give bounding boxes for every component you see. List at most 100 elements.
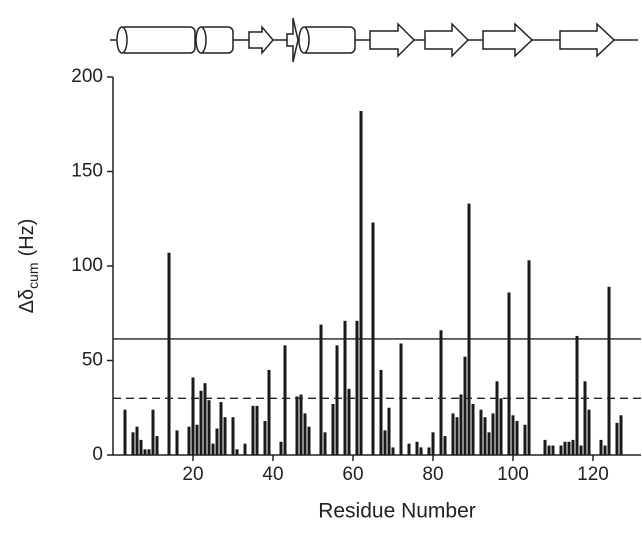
bar [419, 447, 423, 455]
bar [451, 413, 455, 455]
bar [459, 394, 463, 455]
y-label-sub: cum [25, 262, 41, 288]
bar [187, 426, 191, 455]
bar [515, 420, 519, 455]
bar [575, 335, 579, 455]
bar [335, 345, 339, 455]
x-axis-label: Residue Number [318, 500, 476, 523]
bar [599, 439, 603, 455]
bar [147, 449, 151, 455]
bar [295, 396, 299, 455]
y-label-unit: (Hz) [16, 219, 38, 257]
bar [203, 383, 207, 455]
bar [195, 424, 199, 455]
bar [215, 428, 219, 455]
bar [307, 426, 311, 455]
bar [359, 111, 363, 456]
x-tick-label: 20 [182, 464, 203, 485]
bar [143, 449, 147, 455]
bar [619, 415, 623, 455]
bar [507, 292, 511, 455]
bar [211, 443, 215, 455]
bar [123, 409, 127, 455]
bar [379, 369, 383, 455]
bar [175, 430, 179, 455]
bar [155, 436, 159, 455]
bar [491, 413, 495, 455]
bar [331, 403, 335, 455]
bar [207, 400, 211, 455]
y-tick-label: 100 [71, 255, 103, 276]
bar [587, 409, 591, 455]
bar [383, 430, 387, 455]
bar [563, 441, 567, 455]
y-tick-label: 0 [92, 444, 103, 465]
bar [255, 405, 259, 455]
bar [343, 320, 347, 455]
bar [323, 432, 327, 455]
bar [387, 407, 391, 455]
x-tick-label: 100 [497, 464, 529, 485]
bar [415, 441, 419, 455]
bar [511, 415, 515, 455]
bar [251, 405, 255, 455]
y-tick-label: 50 [82, 350, 103, 371]
bar [427, 447, 431, 455]
y-tick-label: 150 [71, 161, 103, 182]
bar [223, 417, 227, 455]
bar [483, 417, 487, 455]
bar [607, 286, 611, 455]
bar [131, 432, 135, 455]
bar [455, 417, 459, 455]
bar [467, 203, 471, 455]
bar [199, 390, 203, 455]
bar [543, 439, 547, 455]
bar [407, 443, 411, 455]
bar [579, 445, 583, 455]
y-axis-label: Δδcum (Hz) [16, 219, 40, 314]
bar [319, 324, 323, 455]
bar [527, 260, 531, 455]
bar [235, 449, 239, 455]
bar [243, 443, 247, 455]
bar [523, 424, 527, 455]
bar [551, 445, 555, 455]
x-tick-label: 40 [262, 464, 283, 485]
bar [355, 320, 359, 455]
bar [499, 398, 503, 455]
bar [431, 432, 435, 455]
bar [615, 422, 619, 455]
bar [443, 436, 447, 455]
bar [567, 441, 571, 455]
bar [471, 403, 475, 455]
y-label-main: Δδ [16, 289, 38, 314]
bar [391, 447, 395, 455]
bar [263, 420, 267, 455]
bar [547, 445, 551, 455]
secondary-structure [110, 17, 638, 63]
bar [135, 426, 139, 455]
bar [559, 445, 563, 455]
bar [347, 388, 351, 455]
bar [191, 377, 195, 455]
bar [303, 413, 307, 455]
bar [139, 439, 143, 455]
y-tick-label: 200 [71, 66, 103, 87]
bar [151, 409, 155, 455]
bar [219, 402, 223, 455]
x-tick-label: 60 [342, 464, 363, 485]
bar [283, 345, 287, 455]
bar [495, 381, 499, 455]
bar [279, 441, 283, 455]
bar [231, 417, 235, 455]
bar [463, 356, 467, 455]
bar [603, 445, 607, 455]
bar [399, 343, 403, 455]
bar [267, 369, 271, 455]
bar [479, 409, 483, 455]
bar [167, 252, 171, 455]
bar [583, 381, 587, 455]
bar [487, 432, 491, 455]
bar [299, 394, 303, 455]
